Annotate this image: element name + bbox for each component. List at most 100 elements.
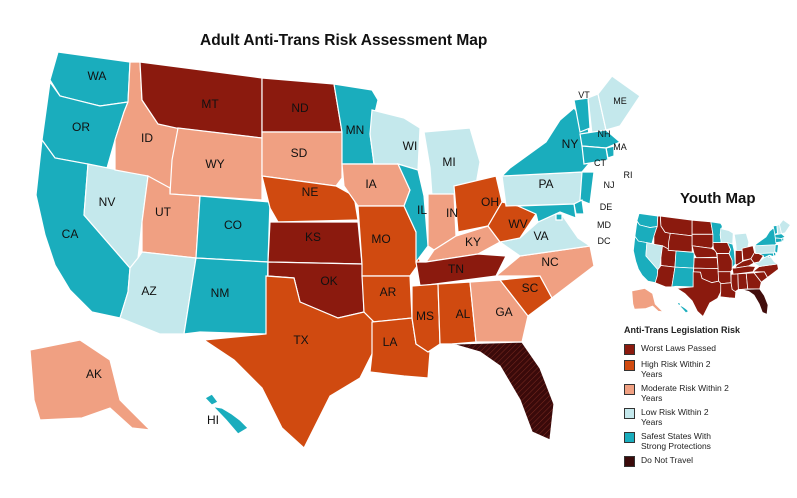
legend: Anti-Trans Legislation Risk Worst Laws P…	[624, 325, 794, 471]
state-label-tx: TX	[293, 333, 308, 347]
state-label-ny: NY	[562, 137, 579, 151]
state-label-vt: VT	[578, 90, 590, 100]
legend-label: Low Risk Within 2 Years	[641, 407, 709, 427]
legend-item-moderate: Moderate Risk Within 2 Years	[624, 383, 794, 403]
state-label-dc: DC	[598, 236, 611, 246]
youth-state-md	[758, 252, 775, 259]
state-label-or: OR	[72, 120, 90, 134]
state-al	[437, 281, 477, 345]
legend-swatch	[624, 360, 635, 371]
state-label-ms: MS	[416, 309, 434, 323]
state-label-mt: MT	[201, 97, 219, 111]
state-label-ks: KS	[305, 230, 321, 244]
youth-state-nm	[671, 266, 695, 288]
youth-state-hi	[676, 301, 690, 314]
state-label-wv: WV	[508, 217, 527, 231]
youth-state-nd	[691, 219, 714, 235]
legend-label: Do Not Travel	[641, 455, 693, 465]
state-label-nv: NV	[99, 195, 116, 209]
state-hi	[204, 393, 249, 435]
state-label-co: CO	[224, 218, 242, 232]
state-ar	[361, 275, 413, 323]
youth-state-tx	[675, 271, 722, 318]
state-label-in: IN	[446, 206, 458, 220]
state-label-de: DE	[600, 202, 613, 212]
youth-state-nj	[774, 244, 779, 254]
state-label-md: MD	[597, 220, 611, 230]
state-label-ne: NE	[302, 185, 319, 199]
state-label-tn: TN	[448, 262, 464, 276]
youth-state-dc	[768, 255, 771, 258]
state-nm	[183, 257, 269, 335]
state-label-mo: MO	[371, 232, 390, 246]
state-label-wy: WY	[205, 157, 224, 171]
youth-state-sd	[691, 233, 714, 249]
state-label-pa: PA	[538, 177, 553, 191]
youth-state-ak	[631, 287, 665, 313]
state-label-sd: SD	[291, 146, 308, 160]
youth-state-fl	[741, 288, 769, 315]
legend-label: Moderate Risk Within 2 Years	[641, 383, 729, 403]
legend-swatch	[624, 408, 635, 419]
state-label-hi: HI	[207, 413, 219, 427]
state-label-ga: GA	[495, 305, 512, 319]
state-label-al: AL	[456, 307, 471, 321]
state-label-nm: NM	[211, 286, 230, 300]
youth-state-pa	[754, 244, 778, 254]
youth-state-ct	[774, 237, 783, 244]
state-ne	[261, 175, 359, 223]
state-label-az: AZ	[141, 284, 156, 298]
state-ma	[579, 129, 622, 149]
youth-state-ms	[730, 273, 739, 292]
legend-label: Worst Laws Passed	[641, 343, 716, 353]
legend-title: Anti-Trans Legislation Risk	[624, 325, 741, 335]
youth-state-ks	[693, 257, 719, 270]
state-label-oh: OH	[481, 195, 499, 209]
state-label-ia: IA	[365, 177, 376, 191]
state-ga	[469, 279, 529, 343]
legend-item-low: Low Risk Within 2 Years	[624, 407, 794, 427]
state-label-wi: WI	[403, 139, 418, 153]
legend-item-safest: Safest States With Strong Protections	[624, 431, 794, 451]
state-ak	[29, 339, 152, 431]
state-ct	[581, 145, 609, 165]
state-label-nd: ND	[291, 101, 309, 115]
legend-item-high: High Risk Within 2 Years	[624, 359, 794, 379]
state-label-ok: OK	[320, 274, 337, 288]
legend-swatch	[624, 384, 635, 395]
state-sd	[261, 131, 343, 187]
youth-state-me	[779, 219, 791, 235]
state-label-id: ID	[141, 131, 153, 145]
youth-state-co	[674, 250, 695, 269]
state-label-la: LA	[383, 335, 398, 349]
state-label-mi: MI	[442, 155, 455, 169]
state-label-ri: RI	[624, 170, 633, 180]
state-dc	[555, 213, 563, 221]
legend-swatch	[624, 344, 635, 355]
legend-item-worst: Worst Laws Passed	[624, 343, 794, 355]
state-label-sc: SC	[522, 281, 539, 295]
legend-swatch	[624, 456, 635, 467]
state-label-nc: NC	[541, 255, 559, 269]
state-nj	[579, 171, 595, 205]
state-label-me: ME	[613, 96, 627, 106]
state-va	[498, 211, 592, 257]
legend-label: High Risk Within 2 Years	[641, 359, 711, 379]
state-label-nh: NH	[598, 129, 611, 139]
state-label-mn: MN	[346, 123, 365, 137]
state-label-ca: CA	[62, 227, 79, 241]
state-label-nj: NJ	[604, 180, 615, 190]
state-label-wa: WA	[88, 69, 107, 83]
state-label-ct: CT	[594, 158, 606, 168]
legend-swatch	[624, 432, 635, 443]
state-tx	[202, 275, 375, 449]
state-label-ma: MA	[613, 142, 627, 152]
legend-item-do-not-travel: Do Not Travel	[624, 455, 794, 467]
youth-state-ga	[745, 272, 762, 290]
legend-label: Safest States With Strong Protections	[641, 431, 711, 451]
youth-state-wy	[667, 232, 693, 253]
state-label-ky: KY	[465, 235, 481, 249]
state-vt	[573, 97, 591, 133]
